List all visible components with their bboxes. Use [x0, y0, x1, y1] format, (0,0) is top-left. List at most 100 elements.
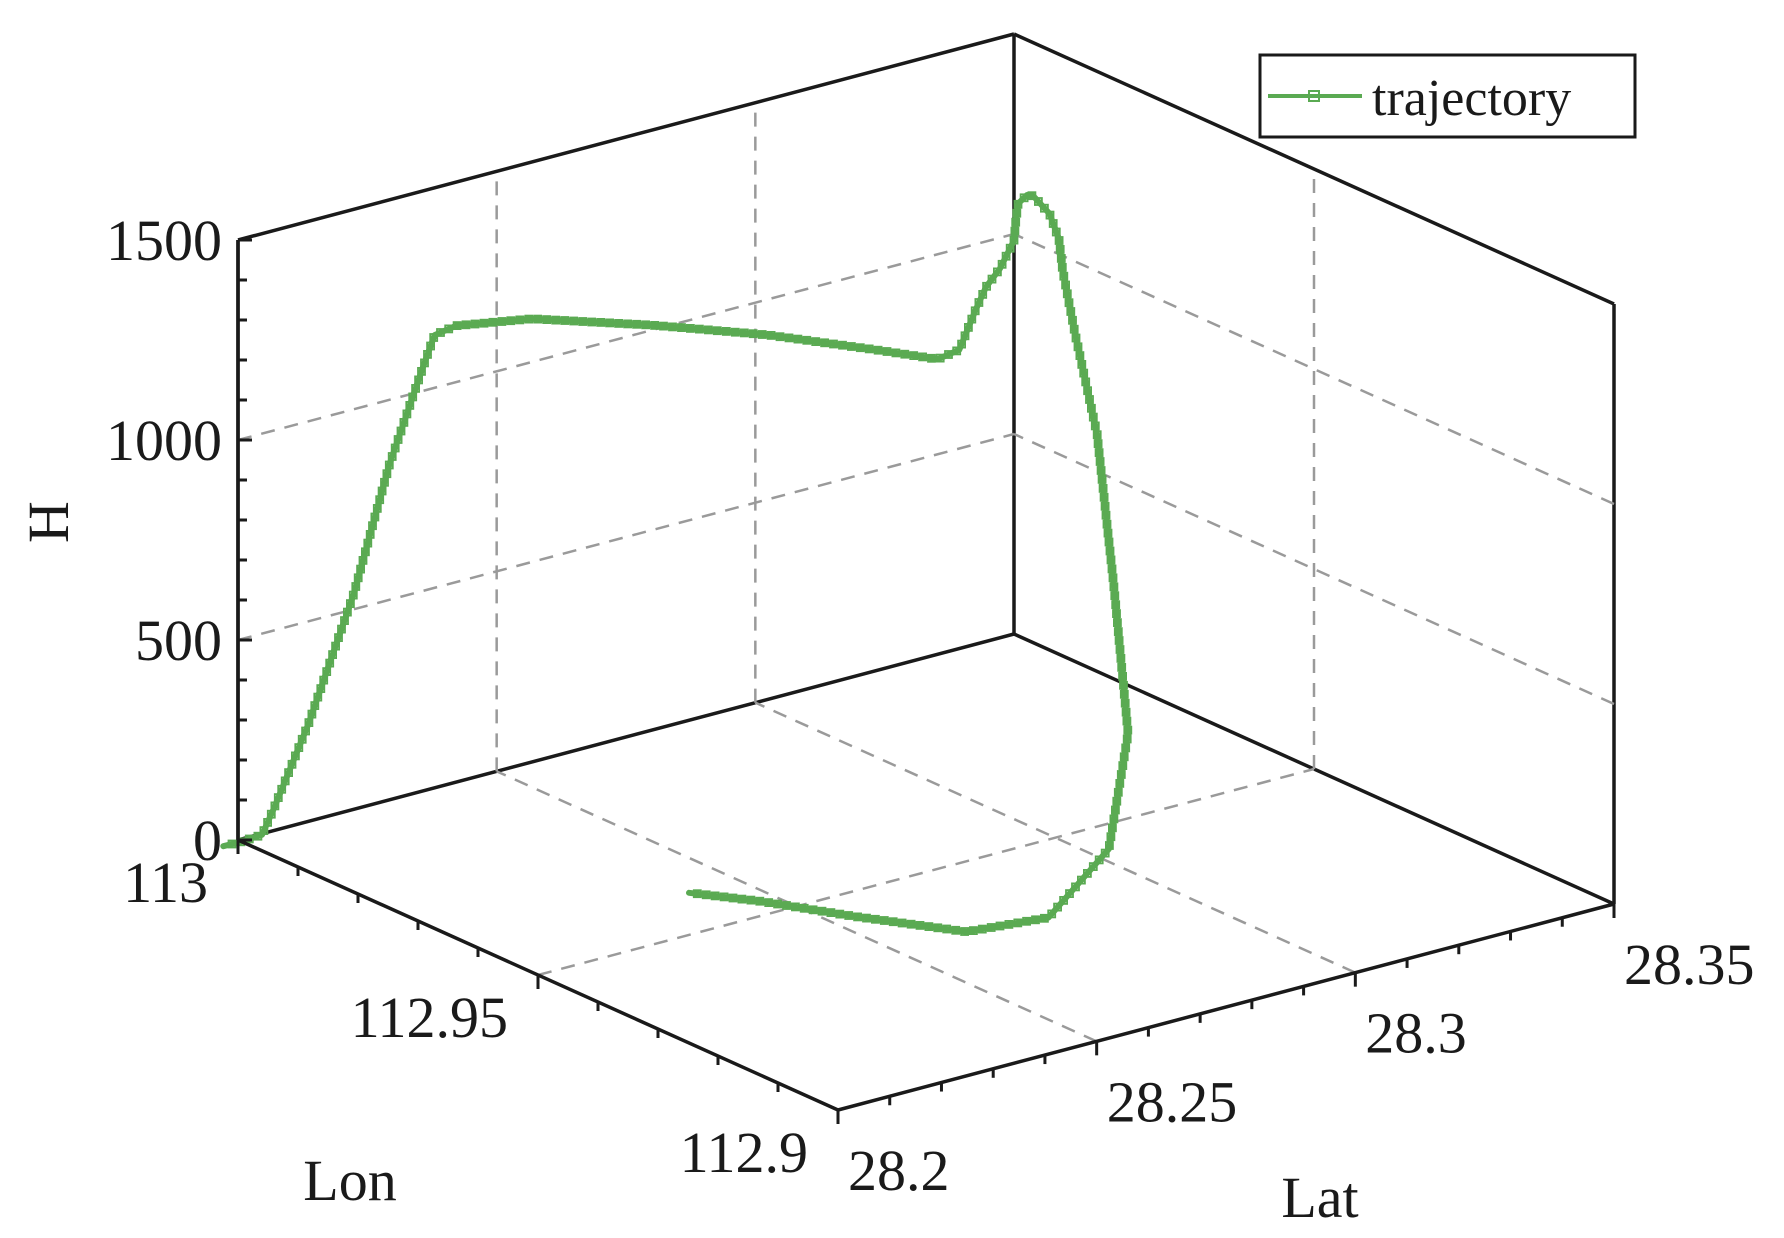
trajectory-marker: [1113, 627, 1123, 636]
trajectory-marker: [569, 316, 579, 326]
trajectory-marker: [1121, 707, 1131, 717]
trajectory-marker: [802, 335, 812, 345]
trajectory-marker: [677, 323, 686, 333]
trajectory-marker: [1109, 814, 1119, 824]
trajectory-marker: [897, 918, 907, 928]
trajectory-marker: [1102, 519, 1112, 529]
trajectory-marker: [1055, 244, 1065, 254]
trajectory-marker: [719, 892, 729, 902]
z-tick-label: 1000: [106, 408, 222, 473]
y-tick-label: 28.3: [1365, 1001, 1467, 1066]
trajectory-marker: [1115, 779, 1125, 788]
x-axis-label: Lon: [303, 1148, 396, 1213]
box-edge-top-back: [237, 32, 1015, 242]
trajectory-marker: [775, 332, 785, 342]
trajectory-marker: [746, 895, 756, 905]
trajectory-marker: [370, 512, 380, 522]
trajectory-marker: [1056, 253, 1066, 263]
trajectory-marker: [1108, 573, 1118, 583]
trajectory-marker: [319, 675, 329, 685]
trajectory-marker: [817, 906, 827, 916]
trajectory-marker: [1085, 395, 1094, 404]
trajectory-marker: [793, 334, 803, 344]
trajectory-marker: [506, 316, 516, 326]
trajectory-marker: [811, 337, 821, 347]
trajectory-marker: [915, 921, 925, 930]
trajectory-marker: [686, 323, 695, 333]
trajectory-marker: [1012, 208, 1022, 218]
trajectory-marker: [986, 923, 996, 932]
trajectory-marker: [1013, 199, 1023, 209]
trajectory-marker: [1106, 832, 1116, 842]
trajectory-marker: [1122, 716, 1132, 726]
trajectory-marker: [1004, 920, 1014, 929]
trajectory-marker: [1115, 645, 1125, 654]
trajectory-marker: [337, 624, 346, 634]
trajectory-marker: [1083, 386, 1092, 396]
trajectory-marker: [1118, 761, 1128, 770]
trajectory-marker: [838, 340, 847, 350]
trajectory-marker: [650, 320, 659, 330]
trajectory-marker: [935, 353, 945, 363]
trajectory-marker: [1092, 430, 1102, 440]
trajectory-marker: [978, 289, 988, 299]
trajectory-marker: [259, 826, 269, 835]
trajectory-marker: [1117, 663, 1127, 672]
trajectory-marker: [766, 330, 776, 340]
trajectory-marker: [977, 924, 987, 934]
trajectory-marker: [1034, 197, 1043, 206]
trajectory-marker: [1112, 796, 1122, 806]
trajectory-marker: [436, 328, 445, 337]
trajectory-marker: [1040, 203, 1049, 213]
trajectory-marker: [721, 326, 731, 336]
grid-wall-y1-horizontal: [1013, 232, 1615, 506]
trajectory-marker: [1106, 555, 1116, 565]
trajectory-marker: [1075, 351, 1085, 361]
trajectory-marker: [380, 477, 389, 487]
trajectory-marker: [382, 469, 392, 479]
trajectory-marker: [420, 358, 429, 368]
z-tick-label: 500: [135, 608, 222, 673]
trajectory-marker: [942, 924, 952, 934]
trajectory-marker: [623, 319, 632, 329]
trajectory-marker: [533, 314, 543, 324]
trajectory-marker: [757, 330, 767, 339]
trajectory-marker: [668, 322, 677, 332]
trajectory-marker: [755, 896, 765, 906]
plot-box-back: [236, 32, 1616, 906]
trajectory-marker: [847, 342, 856, 351]
trajectory-marker: [1116, 770, 1126, 779]
y-tick-label: 28.35: [1624, 932, 1755, 997]
trajectory-marker: [307, 709, 317, 719]
trajectory-marker: [1119, 689, 1129, 699]
trajectory-marker: [906, 919, 916, 929]
trajectory-marker: [739, 328, 749, 338]
trajectory-marker: [280, 776, 290, 786]
trajectory-marker: [1066, 307, 1076, 316]
x-tick-label: 112.9: [680, 1120, 808, 1185]
trajectory-marker: [227, 839, 237, 849]
trajectory-marker: [820, 338, 829, 348]
trajectory-marker: [334, 633, 343, 642]
trajectory-marker: [784, 333, 794, 343]
trajectory-marker: [405, 400, 415, 410]
trajectory-marker: [287, 759, 297, 769]
trajectory-marker: [704, 325, 713, 335]
trajectory-marker: [1097, 474, 1107, 484]
trajectory-marker: [316, 684, 326, 693]
trajectory-marker: [888, 917, 898, 927]
trajectory-marker: [284, 768, 294, 777]
box-edge-top-right: [1013, 32, 1615, 306]
trajectory-marker: [835, 909, 845, 919]
trajectory-marker: [659, 321, 668, 331]
trajectory-marker: [1009, 235, 1019, 245]
trajectory-marker: [728, 893, 738, 903]
trajectory-marker: [1053, 902, 1062, 912]
trajectory-marker: [1107, 564, 1117, 574]
trajectory-marker: [1111, 805, 1120, 815]
trajectory-marker: [710, 891, 720, 901]
trajectory-marker: [402, 409, 412, 419]
trajectory-marker: [1090, 421, 1100, 431]
y-axis-label: Lat: [1281, 1165, 1358, 1230]
trajectory-marker: [263, 818, 273, 827]
